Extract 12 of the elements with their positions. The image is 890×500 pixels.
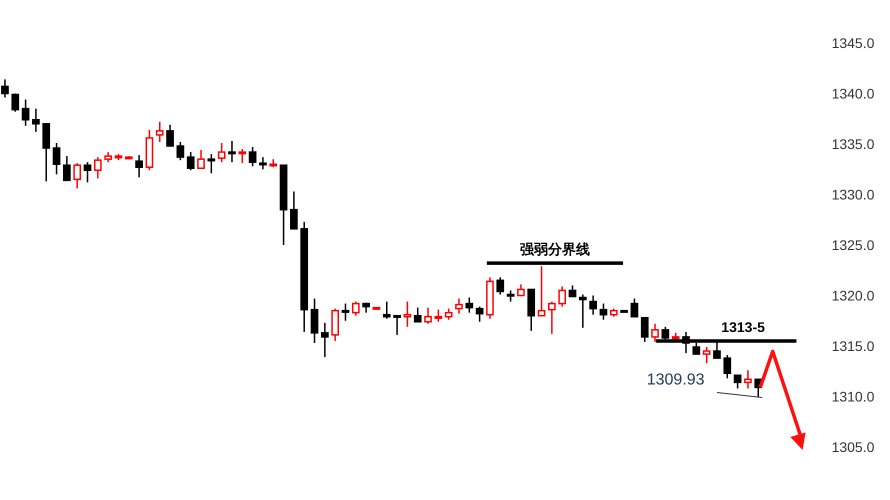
y-tick-label: 1315.0 (832, 338, 875, 354)
y-tick-label: 1330.0 (832, 186, 875, 202)
y-tick-label: 1320.0 (832, 288, 875, 304)
ref-line-label: 强弱分界线 (520, 241, 590, 258)
y-tick-label: 1335.0 (832, 136, 875, 152)
annotation: 1309.93 (646, 372, 705, 389)
y-tick-label: 1345.0 (832, 35, 875, 51)
y-tick-label: 1305.0 (832, 439, 875, 455)
annotation: 1313-5 (721, 318, 766, 335)
y-tick-label: 1310.0 (832, 388, 875, 404)
y-tick-label: 1325.0 (832, 237, 875, 253)
y-tick-label: 1340.0 (832, 86, 875, 102)
